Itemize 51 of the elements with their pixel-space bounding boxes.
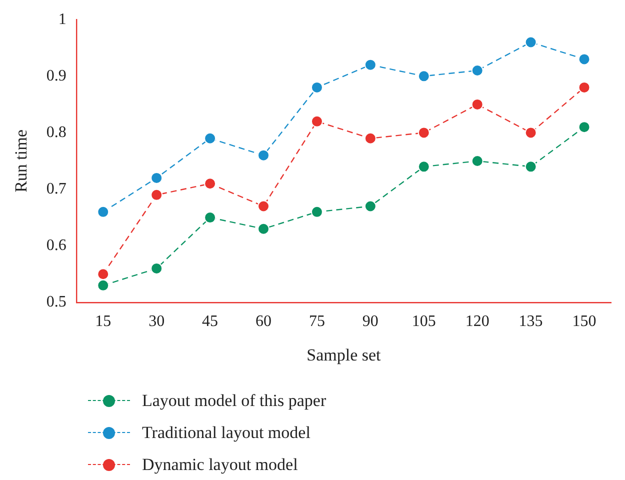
- point: [97, 279, 110, 292]
- point: [578, 81, 590, 94]
- point: [204, 178, 216, 190]
- point: [204, 132, 216, 144]
- point: [418, 126, 430, 139]
- legend-label: Dynamic layout model: [142, 455, 298, 475]
- x-tick-label: 120: [465, 313, 490, 330]
- x-tick-label: 90: [362, 313, 378, 330]
- x-tick-label: 30: [148, 313, 165, 330]
- legend-label: Traditional layout model: [142, 423, 310, 443]
- point: [310, 115, 323, 128]
- point: [524, 126, 537, 139]
- point: [524, 160, 537, 173]
- point: [578, 121, 590, 134]
- x-tick-label: 15: [95, 313, 112, 330]
- x-axis-title: Sample set: [306, 345, 382, 364]
- y-tick-label: 1: [58, 10, 66, 28]
- point: [418, 70, 430, 82]
- x-tick-label: 60: [256, 313, 272, 330]
- point: [150, 172, 163, 184]
- point: [97, 268, 110, 280]
- point: [471, 64, 484, 77]
- point: [258, 200, 270, 212]
- legend-label: Layout model of this paper: [142, 391, 326, 411]
- point: [578, 53, 590, 66]
- point: [97, 206, 110, 218]
- x-tick-label: 135: [518, 313, 543, 330]
- y-tick-label: 0.5: [46, 294, 66, 311]
- x-tick-label: 45: [202, 313, 218, 330]
- y-tick-label: 0.9: [46, 67, 66, 84]
- x-tick-label: 105: [412, 313, 436, 330]
- y-tick-label: 0.8: [46, 124, 66, 141]
- point: [310, 206, 323, 218]
- x-tick-label: 150: [572, 313, 596, 330]
- point: [150, 262, 163, 274]
- point: [364, 200, 376, 212]
- point: [364, 58, 376, 71]
- y-tick-label: 0.7: [46, 180, 66, 198]
- point: [471, 98, 484, 110]
- point: [150, 188, 163, 201]
- point: [204, 212, 216, 224]
- point: [418, 160, 430, 173]
- x-tick-label: 75: [308, 313, 325, 330]
- y-tick-label: 0.6: [46, 237, 66, 254]
- point: [258, 149, 270, 162]
- y-axis-title: Run time: [12, 130, 31, 192]
- point: [471, 155, 484, 167]
- point: [258, 222, 270, 235]
- point: [310, 81, 323, 94]
- point: [524, 36, 537, 48]
- point: [364, 132, 376, 144]
